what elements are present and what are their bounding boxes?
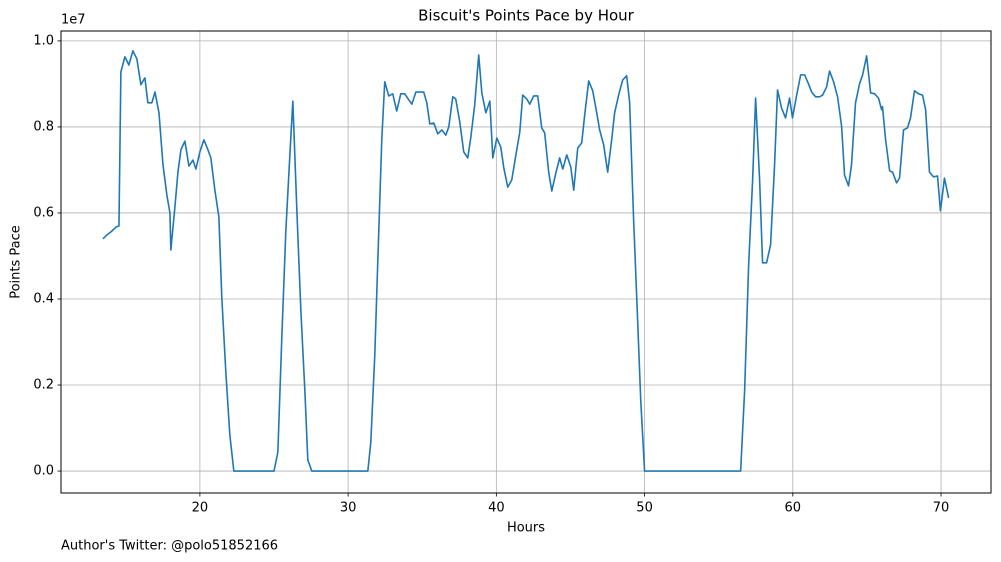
x-tick-label: 30 <box>340 501 357 516</box>
grid <box>61 31 991 493</box>
x-axis-label: Hours <box>507 521 545 536</box>
y-tick-label: 0.0 <box>33 464 54 479</box>
y-tick-label: 0.4 <box>33 291 54 306</box>
y-tick-label: 1.0 <box>33 33 54 48</box>
plot <box>102 49 950 472</box>
y-tick-label: 0.6 <box>33 205 54 220</box>
y-offset-label: 1e7 <box>61 13 86 28</box>
x-tick-label: 20 <box>192 501 209 516</box>
y-axis-label: Points Pace <box>9 225 24 299</box>
plot-frame <box>60 30 992 494</box>
y-tick-label: 0.2 <box>33 378 54 393</box>
data-line <box>102 49 950 472</box>
footer: Author's Twitter: @polo51852166 <box>61 539 278 554</box>
x-tick-label: 40 <box>488 501 505 516</box>
x-tick-label: 50 <box>636 501 653 516</box>
chart-title: Biscuit's Points Pace by Hour <box>418 7 635 25</box>
x-tick-label: 60 <box>785 501 802 516</box>
axes: 20 30 40 50 60 70 0.0 0.2 0.4 0.6 0.8 1.0 <box>33 33 949 515</box>
y-tick-label: 0.8 <box>33 119 54 134</box>
x-tick-label: 70 <box>933 501 950 516</box>
